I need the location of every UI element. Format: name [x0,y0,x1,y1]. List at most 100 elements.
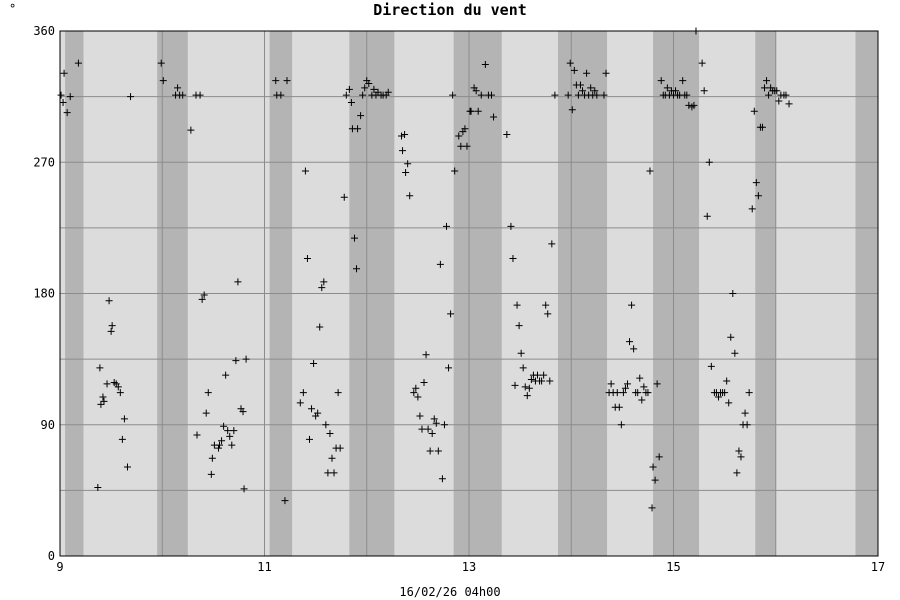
data-point [765,91,773,99]
data-point [576,81,584,89]
data-point [334,389,342,397]
data-point [737,453,745,461]
data-point [630,345,638,353]
data-point [707,362,715,370]
data-point [570,66,578,74]
data-point [723,377,731,385]
data-point [748,205,756,213]
data-point [692,27,700,35]
data-point [735,447,743,455]
data-point [700,87,708,95]
data-point [743,421,751,429]
data-point [232,357,240,365]
data-point [644,389,652,397]
data-point [240,485,248,493]
data-point [63,109,71,117]
data-point [655,453,663,461]
data-point [179,91,187,99]
data-point [342,91,350,99]
data-point [761,84,769,92]
data-point [623,380,631,388]
data-point [461,125,469,133]
data-point [214,444,222,452]
data-point [374,88,382,96]
data-point [467,107,475,115]
data-point [477,91,485,99]
data-point [449,91,457,99]
data-point [218,437,226,445]
data-point [646,167,654,175]
data-point [523,392,531,400]
data-point [591,87,599,95]
data-point [107,327,115,335]
data-point [683,91,691,99]
data-point [621,384,629,392]
data-point [519,364,527,372]
data-point [120,415,128,423]
data-point [434,447,442,455]
data-point [196,91,204,99]
data-point [96,364,104,372]
data-point [318,284,326,292]
data-point [296,399,304,407]
y-tick-label: 270 [33,155,55,169]
data-point [745,389,753,397]
data-point [731,349,739,357]
data-point [636,374,644,382]
data-point [587,84,595,92]
data-point [310,360,318,367]
data-point [224,427,232,435]
data-point [226,432,234,440]
data-point [354,125,362,133]
data-point [517,349,525,357]
data-point [443,222,451,230]
data-point [103,380,111,388]
data-point [324,469,332,477]
data-point [578,87,586,95]
data-point [336,444,344,452]
data-point [347,98,355,106]
data-point [521,383,529,391]
data-point [114,383,122,391]
data-point [57,91,65,99]
data-point [414,393,422,401]
y-tick-label: 0 [48,549,55,563]
data-point [455,132,463,140]
data-point [511,381,519,389]
y-tick-label: 90 [41,418,55,432]
data-point [359,91,367,99]
data-point [648,504,656,512]
data-point [613,389,621,397]
plot-area: 0 90 180 270 360 9 11 13 15 17 [33,24,885,574]
data-point [283,77,291,85]
data-point [546,377,554,385]
data-point [328,454,336,462]
data-point [773,87,781,95]
data-point [174,84,182,92]
data-point [305,435,313,443]
data-point [705,158,713,166]
data-point [690,101,698,109]
data-point [490,113,498,121]
data-point [752,179,760,187]
chart-title: Direction du vent [373,1,527,19]
data-point [672,87,680,95]
data-point [398,132,406,140]
data-point [634,389,642,397]
degree-unit: ° [9,2,16,16]
data-point [157,59,165,67]
data-point [436,260,444,268]
data-point [698,59,706,67]
data-point [316,323,324,331]
data-point [299,389,307,397]
data-point [365,80,373,87]
data-point [308,405,316,413]
x-tick-label: 17 [871,560,885,574]
data-point [418,425,426,433]
data-point [540,371,548,379]
data-point [281,497,289,505]
data-point [750,107,758,115]
data-point [457,142,465,150]
data-point [277,91,285,99]
